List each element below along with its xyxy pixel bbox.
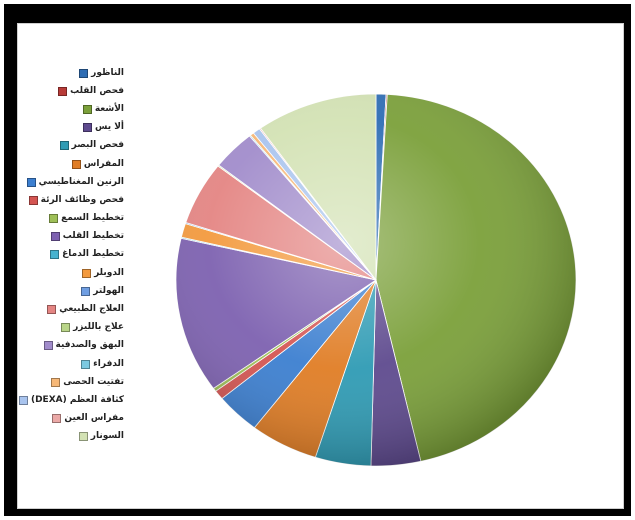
legend-swatch [18,395,28,405]
legend-swatch [78,432,88,442]
legend-swatch [58,86,68,96]
legend-item: الناظور [12,64,124,82]
legend-label: تخطيط الدماغ [62,249,124,260]
legend-label: تفتيت الحصى [63,376,124,387]
legend-label: ألا يس [94,122,124,133]
legend-label: البهق والصدفية [55,340,124,351]
legend-label: المفراس [83,158,124,169]
legend-item: الدفراء [12,355,124,373]
legend-item: الرنين المغناطيسي [12,173,124,191]
legend-item: مفراس العين [12,410,124,428]
legend-swatch [52,414,62,424]
legend-swatch [61,323,71,333]
chart-legend: الناظور فحص القلب الأشعة ألا يس فحص البصر الم… [12,64,124,446]
legend-label: فحص البصر [71,140,124,151]
legend-swatch [50,250,60,260]
legend-label: تخطيط القلب [62,231,124,242]
legend-item: فحص القلب [12,82,124,100]
legend-label: الدوبلر [94,267,124,278]
legend-item: السونار [12,428,124,446]
legend-item: فحص وظائف الرئة [12,191,124,209]
legend-item: تفتيت الحصى [12,373,124,391]
legend-label: فحص القلب [70,85,124,96]
legend-label: العلاج الطبيعي [59,304,124,315]
legend-label: الرنين المغناطيسي [38,176,124,187]
legend-swatch [47,305,57,315]
legend-swatch [26,177,36,187]
legend-item: كثافة العظم (DEXA) [12,391,124,409]
legend-item: علاج بالليزر [12,319,124,337]
legend-swatch [82,123,92,133]
legend-label: الدفراء [93,358,124,369]
legend-swatch [59,141,69,151]
legend-item: العلاج الطبيعي [12,300,124,318]
legend-swatch [81,286,91,296]
legend-label: السونار [90,431,124,442]
legend-item: فحص البصر [12,137,124,155]
legend-label: الأشعة [94,103,124,114]
legend-swatch [51,377,61,387]
legend-item: المفراس [12,155,124,173]
legend-swatch [71,159,81,169]
legend-item: الأشعة [12,100,124,118]
legend-item: تخطيط القلب [12,228,124,246]
legend-swatch [82,104,92,114]
legend-item: الهولتر [12,282,124,300]
legend-swatch [43,341,53,351]
legend-swatch [49,214,59,224]
legend-label: فحص وظائف الرئة [40,194,124,205]
legend-item: تخطيط الدماغ [12,246,124,264]
legend-label: الهولتر [93,285,124,296]
legend-label: الناظور [91,67,124,78]
legend-item: الدوبلر [12,264,124,282]
legend-swatch [81,359,91,369]
legend-item: البهق والصدفية [12,337,124,355]
legend-label: مفراس العين [64,413,124,424]
pie-slices [175,93,577,467]
legend-label: تخطيط السمع [61,213,124,224]
legend-swatch [50,232,60,242]
legend-item: ألا يس [12,119,124,137]
legend-item: تخطيط السمع [12,210,124,228]
legend-label: علاج بالليزر [73,322,124,333]
legend-swatch [79,68,89,78]
legend-swatch [82,268,92,278]
legend-label: كثافة العظم (DEXA) [30,394,124,405]
legend-swatch [28,195,38,205]
